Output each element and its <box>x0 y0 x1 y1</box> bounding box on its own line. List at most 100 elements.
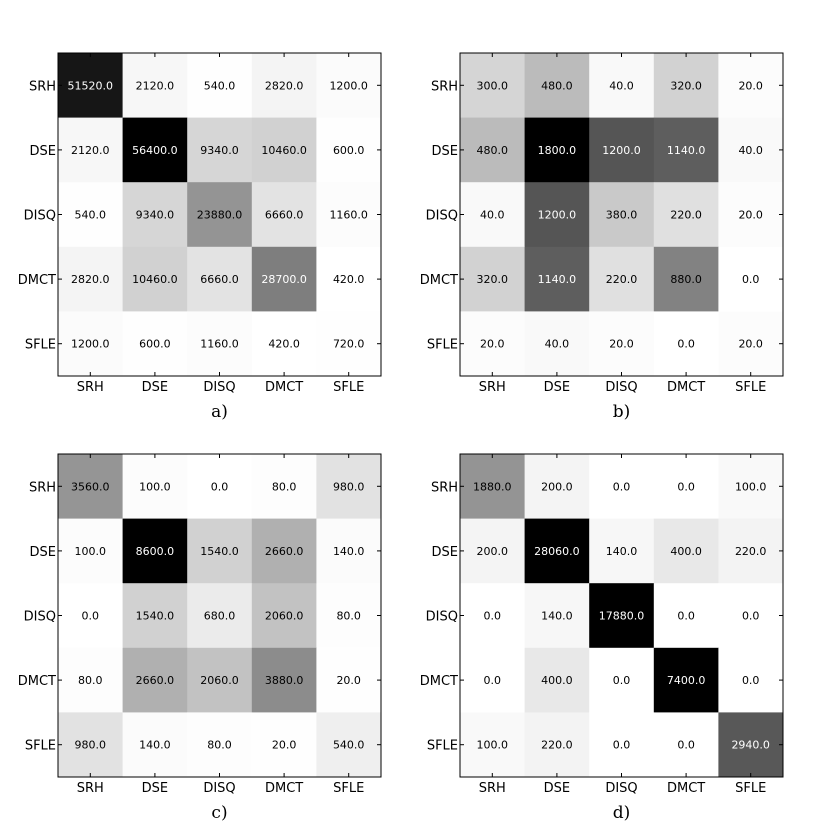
cell-value-label: 0.0 <box>211 480 229 493</box>
heatmap-cell <box>58 712 123 778</box>
cell-value-label: 9340.0 <box>136 209 175 222</box>
heatmap-cell <box>316 518 382 584</box>
heatmap-cell <box>316 454 382 519</box>
y-tick-label: DSE <box>30 144 56 159</box>
cell-value-label: 200.0 <box>541 480 573 493</box>
heatmap-cell <box>460 454 525 519</box>
heatmap-cell <box>316 53 382 118</box>
heatmap-cell <box>524 53 590 118</box>
cell-value-label: 100.0 <box>75 545 107 558</box>
heatmap-cell <box>316 583 382 649</box>
cell-value-label: 20.0 <box>480 338 505 351</box>
cell-value-label: 0.0 <box>613 480 631 493</box>
x-tick-label: DISQ <box>203 380 235 395</box>
heatmap-cell <box>718 712 784 778</box>
cell-value-label: 28060.0 <box>534 545 580 558</box>
cell-value-label: 980.0 <box>75 739 107 752</box>
cell-value-label: 28700.0 <box>261 273 307 286</box>
heatmap-cell <box>524 454 590 519</box>
cell-value-label: 3560.0 <box>71 480 110 493</box>
cell-value-label: 480.0 <box>541 79 573 92</box>
x-tick-label: SFLE <box>735 380 766 395</box>
heatmap-cell <box>718 117 784 183</box>
heatmap-cell <box>187 583 253 649</box>
y-tick-label: SFLE <box>427 739 458 754</box>
heatmap-cell <box>251 53 317 118</box>
heatmap-cell <box>524 712 590 778</box>
heatmap-cell <box>524 583 590 649</box>
x-tick-label: DMCT <box>667 380 705 395</box>
cell-value-label: 0.0 <box>484 674 502 687</box>
heatmap-cell <box>589 647 655 713</box>
heatmap-cell <box>653 53 719 118</box>
heatmap-cell <box>316 246 382 312</box>
heatmap-cell <box>122 518 188 584</box>
x-tick-label: DSE <box>142 380 168 395</box>
y-tick-label: DISQ <box>426 610 458 625</box>
heatmap-cell <box>718 246 784 312</box>
cell-value-label: 1200.0 <box>538 209 577 222</box>
cell-value-label: 0.0 <box>677 739 695 752</box>
cell-value-label: 1140.0 <box>538 273 577 286</box>
cell-value-label: 80.0 <box>336 610 361 623</box>
cell-value-label: 2820.0 <box>265 79 304 92</box>
heatmap-cell <box>718 518 784 584</box>
heatmap-cell <box>122 182 188 248</box>
heatmap-cell <box>122 117 188 183</box>
cell-value-label: 1540.0 <box>200 545 239 558</box>
heatmap-cell <box>653 311 719 377</box>
heatmap-cell <box>122 53 188 118</box>
heatmap-cell <box>122 647 188 713</box>
cell-value-label: 1200.0 <box>602 144 641 157</box>
heatmap-cell <box>187 647 253 713</box>
heatmap-cell <box>251 311 317 377</box>
cell-value-label: 20.0 <box>609 338 634 351</box>
heatmap-cell <box>187 712 253 778</box>
heatmap-cell <box>589 182 655 248</box>
heatmap-cell <box>524 518 590 584</box>
cell-value-label: 540.0 <box>75 209 107 222</box>
cell-value-label: 0.0 <box>742 610 760 623</box>
heatmap-cell <box>187 53 253 118</box>
cell-value-label: 9340.0 <box>200 144 239 157</box>
x-tick-label: SRH <box>77 380 104 395</box>
heatmap-cell <box>187 311 253 377</box>
y-tick-label: DSE <box>432 144 458 159</box>
x-tick-label: DISQ <box>605 380 637 395</box>
cell-value-label: 380.0 <box>606 209 638 222</box>
heatmap-cell <box>58 583 123 649</box>
cell-value-label: 880.0 <box>670 273 702 286</box>
cell-value-label: 1540.0 <box>136 610 175 623</box>
cell-value-label: 80.0 <box>78 674 103 687</box>
heatmap-cell <box>524 246 590 312</box>
cell-value-label: 200.0 <box>477 545 509 558</box>
x-tick-label: SRH <box>479 380 506 395</box>
heatmap-cell <box>653 454 719 519</box>
cell-value-label: 980.0 <box>333 480 365 493</box>
cell-value-label: 20.0 <box>336 674 361 687</box>
x-tick-label: DSE <box>544 380 570 395</box>
cell-value-label: 220.0 <box>606 273 638 286</box>
heatmap-cell <box>460 311 525 377</box>
heatmap-cell <box>460 117 525 183</box>
cell-value-label: 7400.0 <box>667 674 706 687</box>
panel-caption: c) <box>211 803 227 823</box>
heatmap-cell <box>653 583 719 649</box>
heatmap-cell <box>589 246 655 312</box>
cell-value-label: 0.0 <box>613 739 631 752</box>
cell-value-label: 0.0 <box>677 480 695 493</box>
heatmap-cell <box>653 712 719 778</box>
heatmap-cell <box>251 246 317 312</box>
heatmap-cell <box>58 647 123 713</box>
cell-value-label: 20.0 <box>738 79 763 92</box>
cell-value-label: 20.0 <box>738 209 763 222</box>
heatmap-cell <box>251 647 317 713</box>
cell-value-label: 2120.0 <box>136 79 175 92</box>
heatmap-cell <box>589 712 655 778</box>
cell-value-label: 1200.0 <box>71 338 110 351</box>
cell-value-label: 320.0 <box>477 273 509 286</box>
heatmap-cell <box>589 53 655 118</box>
heatmap-cell <box>460 647 525 713</box>
heatmap-cell <box>653 647 719 713</box>
